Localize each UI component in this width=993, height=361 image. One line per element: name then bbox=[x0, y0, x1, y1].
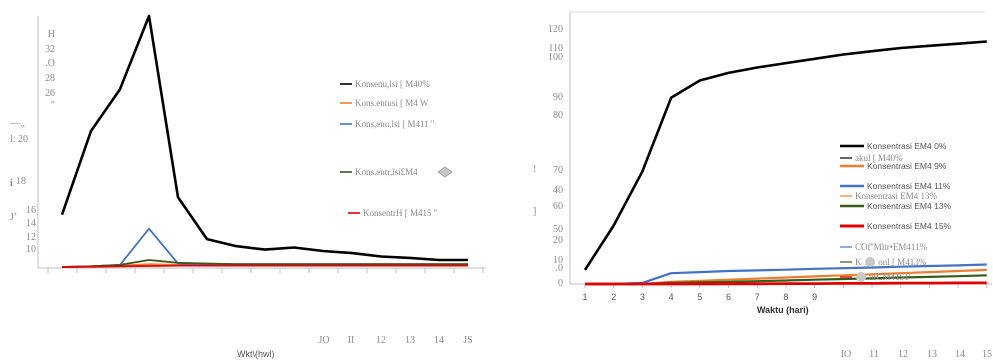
right-x-tick-label: 3 bbox=[640, 292, 645, 302]
right-x-tick-labels: 1 2 3 4 5 6 7 8 9 bbox=[582, 292, 817, 302]
right-x-tick-label-lower: 11 bbox=[869, 349, 879, 360]
right-series-line-1 bbox=[583, 40, 987, 271]
left-y-tick-label: 12 bbox=[26, 232, 36, 243]
left-series-line-5 bbox=[61, 264, 468, 268]
right-x-tick-label-lower: IO bbox=[841, 349, 852, 360]
left-x-tick-label: 14 bbox=[434, 335, 444, 346]
right-x-axis-label: Waktu (hari) bbox=[757, 305, 809, 315]
left-x-tick-label: II bbox=[348, 335, 355, 346]
right-legend-smudge-icon bbox=[856, 272, 866, 282]
left-x-tick-label: 13 bbox=[405, 335, 415, 346]
left-y-tick-label: 26 bbox=[45, 88, 55, 99]
right-x-tick-label: 9 bbox=[812, 292, 817, 302]
right-y-tick-label: 100 bbox=[548, 52, 563, 63]
left-y-tick-label: 10 bbox=[26, 244, 36, 255]
left-legend-label: Konsenu,lsi [ M40% bbox=[355, 79, 430, 89]
right-legend-extra-label: COf''Mltr•EM411% bbox=[855, 242, 928, 252]
right-x-tick-label: 4 bbox=[669, 292, 674, 302]
left-series-line-4 bbox=[61, 259, 468, 268]
left-y-tick-label: J’ bbox=[10, 212, 17, 223]
right-legend-extra-label: urCM41S1' bbox=[869, 272, 911, 282]
right-y-tick-label: 10 bbox=[553, 255, 563, 266]
right-legend: Konsentrasi EM4 0% Konsentrasi EM4 9% Kons… bbox=[840, 141, 952, 231]
right-x-tick-label: 7 bbox=[755, 292, 760, 302]
left-series-line-1 bbox=[60, 14, 468, 262]
right-x-tick-label: 1 bbox=[582, 292, 587, 302]
right-legend-label: Konsentrasi EM4 9% bbox=[867, 161, 947, 171]
left-x-axis-label: Wkt\(hwl) bbox=[237, 349, 275, 359]
right-legend-extra-label: onl [ M413% bbox=[878, 257, 927, 267]
right-y-tick-label: 70 bbox=[553, 165, 563, 176]
right-series-line-5 bbox=[585, 281, 987, 286]
right-y-tick-label: 60 bbox=[553, 201, 563, 212]
left-y-tick-label: " bbox=[51, 100, 55, 111]
right-legend-extra-label: K bbox=[855, 257, 862, 267]
right-x-tick-label-lower: 13 bbox=[927, 349, 937, 360]
left-y-tick-label: H bbox=[48, 29, 55, 40]
left-series-line-3 bbox=[61, 227, 468, 268]
right-legend-extra: akul [ M40% Konsentrasi EM4 13% COf''Mltr•… bbox=[840, 153, 937, 282]
right-x-tick-label: 2 bbox=[611, 292, 616, 302]
right-y-tick-label: 120 bbox=[548, 24, 563, 35]
left-legend-label: KonsentrH [ M415 '' bbox=[363, 208, 437, 218]
right-legend-label: Konsentrasi EM4 13% bbox=[867, 201, 952, 211]
right-y-tick-label: 0 bbox=[558, 278, 563, 289]
right-y-tick-label: 110 bbox=[548, 43, 563, 54]
right-series-line-3 bbox=[585, 263, 987, 286]
right-legend-label: Konsentrasi EM4 0% bbox=[867, 141, 947, 151]
left-y-tick-label: 32 bbox=[45, 44, 55, 55]
right-y-tick-label: ! bbox=[533, 164, 536, 175]
left-y-tick-label: .O bbox=[45, 58, 55, 69]
left-y-tick-label: l: 20 bbox=[10, 134, 28, 145]
right-legend-smudge-icon bbox=[865, 257, 876, 267]
left-x-tick-label: JO bbox=[318, 335, 329, 346]
left-y-tick-label: 28 bbox=[45, 73, 55, 84]
right-series-group bbox=[583, 40, 987, 286]
right-y-tick-label: 40 bbox=[553, 185, 563, 196]
left-legend-smudge-icon bbox=[437, 166, 453, 178]
left-x-ticks bbox=[47, 268, 484, 273]
left-y-tick-label: —,, bbox=[9, 118, 25, 129]
right-x-tick-label: 5 bbox=[697, 292, 702, 302]
right-legend-label: Konsentrasi EM4 15% bbox=[867, 221, 952, 231]
left-legend-label: Kons.entr,lsi£M4 bbox=[355, 167, 418, 177]
right-legend-label: Konsentrasi EM4 11% bbox=[867, 181, 951, 191]
right-legend-extra-label: akul [ M40% bbox=[855, 153, 903, 163]
left-x-tick-label: 12 bbox=[376, 335, 386, 346]
left-y-tick-label: 16 bbox=[26, 205, 36, 216]
left-x-tick-labels: JO II 12 13 14 JS bbox=[318, 335, 472, 346]
right-x-tick-label-lower: 15 bbox=[982, 349, 992, 360]
left-y-tick-label: i bbox=[10, 178, 13, 189]
right-y-tick-label: 80 bbox=[553, 110, 563, 121]
right-y-tick-label: 50 bbox=[553, 224, 563, 235]
right-x-tick-label: 6 bbox=[726, 292, 731, 302]
right-x-tick-label: 8 bbox=[783, 292, 788, 302]
right-y-tick-label: ] bbox=[533, 206, 536, 217]
left-legend-label: Kons.entusi [ M4 W bbox=[355, 98, 429, 108]
left-x-tick-label: JS bbox=[463, 335, 472, 346]
left-legend: Konsenu,lsi [ M40% Kons.entusi [ M4 W Kons… bbox=[340, 79, 453, 218]
right-x-tick-label-lower: 14 bbox=[955, 349, 965, 360]
right-legend-extra-label: Konsentrasi EM4 13% bbox=[855, 191, 937, 201]
left-y-tick-label: 18 bbox=[16, 176, 26, 187]
right-y-tick-label: 20 bbox=[553, 235, 563, 246]
left-series-group bbox=[60, 14, 468, 268]
right-x-tick-label-lower: 12 bbox=[898, 349, 908, 360]
right-y-tick-label: .0 bbox=[556, 263, 564, 274]
left-y-tick-label: 14 bbox=[26, 218, 36, 229]
right-x-tick-labels-lower: IO 11 12 13 14 15 bbox=[841, 349, 992, 360]
right-y-tick-label: 90 bbox=[553, 92, 563, 103]
left-legend-label: Kons,enu,lsi [ M411 '' bbox=[355, 119, 435, 129]
